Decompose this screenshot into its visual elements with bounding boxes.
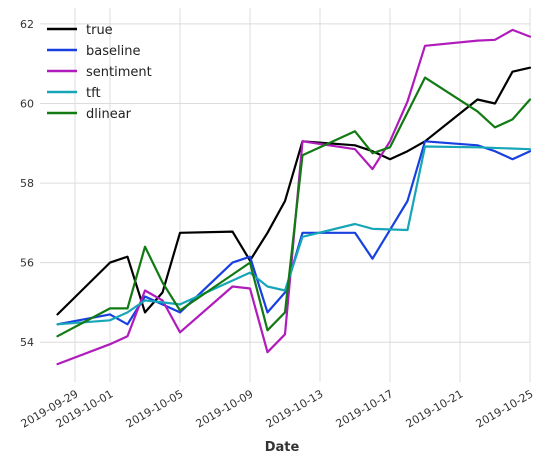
x-tick-label: 2019-10-05 bbox=[124, 387, 186, 430]
x-tick-label: 2019-10-21 bbox=[404, 387, 466, 430]
legend-label-dlinear: dlinear bbox=[86, 107, 132, 122]
x-axis-label: Date bbox=[265, 440, 300, 455]
series-line-sentiment bbox=[56, 28, 532, 366]
y-tick-label: 60 bbox=[20, 97, 34, 110]
legend-label-sentiment: sentiment bbox=[86, 65, 152, 80]
series-line-true bbox=[56, 66, 532, 316]
y-tick-label: 58 bbox=[20, 177, 34, 190]
legend-label-true: true bbox=[86, 23, 113, 38]
y-tick-label: 56 bbox=[20, 257, 34, 270]
x-tick-label: 2019-10-09 bbox=[194, 387, 256, 430]
series-line-dlinear bbox=[56, 76, 532, 338]
series-line-tft bbox=[56, 145, 532, 326]
x-tick-label: 2019-10-13 bbox=[264, 387, 326, 430]
x-tick-label: 2019-10-25 bbox=[474, 387, 536, 430]
y-tick-label: 54 bbox=[20, 336, 34, 349]
legend: true baseline sentiment tft dlinear bbox=[47, 23, 152, 122]
y-tick-label: 62 bbox=[20, 18, 34, 31]
series-lines bbox=[56, 28, 532, 366]
legend-label-tft: tft bbox=[86, 86, 101, 101]
y-axis-ticks: 54 56 58 60 62 bbox=[20, 18, 34, 349]
legend-label-baseline: baseline bbox=[86, 44, 140, 59]
x-tick-label: 2019-10-17 bbox=[334, 387, 396, 430]
grid bbox=[40, 8, 531, 382]
